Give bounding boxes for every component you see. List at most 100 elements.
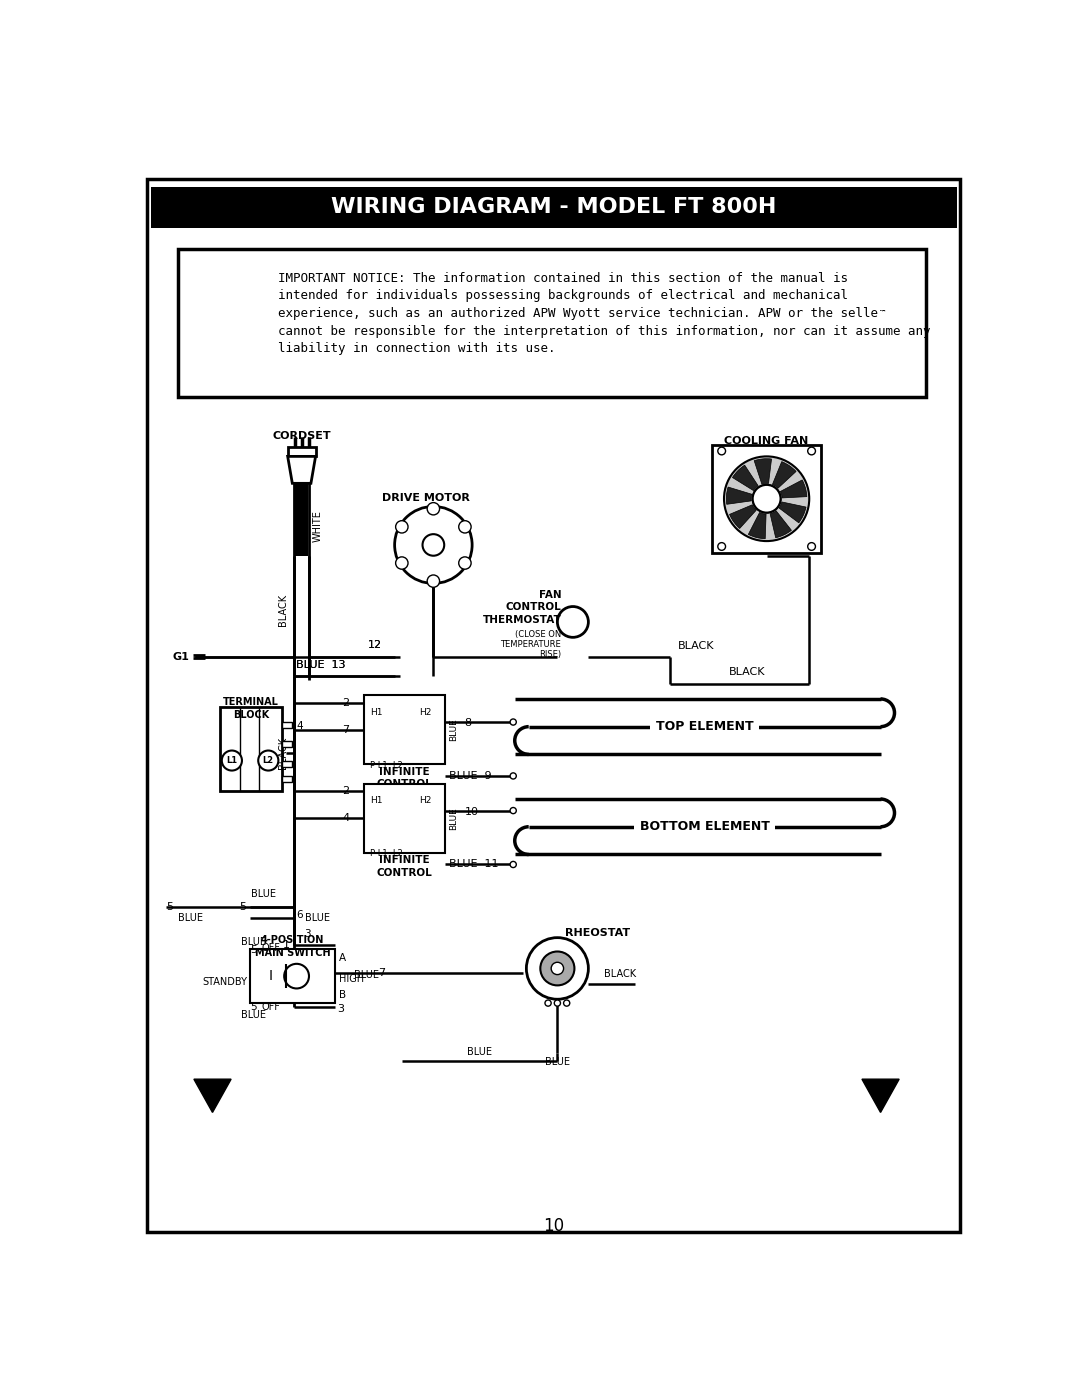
Circle shape <box>510 773 516 780</box>
Wedge shape <box>748 513 766 539</box>
Text: P L1  L2: P L1 L2 <box>369 849 403 858</box>
Text: 7: 7 <box>378 968 384 978</box>
Text: INFINITE
CONTROL: INFINITE CONTROL <box>376 767 432 789</box>
Polygon shape <box>194 1078 231 1112</box>
Circle shape <box>459 557 471 569</box>
Text: HIGH: HIGH <box>339 974 364 983</box>
Text: 5: 5 <box>239 902 246 912</box>
Circle shape <box>394 507 472 584</box>
Text: COOLING FAN: COOLING FAN <box>725 436 809 446</box>
Text: !: ! <box>877 310 885 328</box>
Circle shape <box>540 951 575 985</box>
Text: G1: G1 <box>173 651 189 662</box>
Wedge shape <box>779 502 806 522</box>
Text: BLACK: BLACK <box>278 594 287 626</box>
Text: BLUE: BLUE <box>241 1010 266 1020</box>
Text: WIRING DIAGRAM - MODEL FT 800H: WIRING DIAGRAM - MODEL FT 800H <box>330 197 777 217</box>
Circle shape <box>724 457 809 541</box>
Text: RHEOSTAT: RHEOSTAT <box>565 929 631 939</box>
Bar <box>150 187 957 228</box>
Text: BLUE  13: BLUE 13 <box>296 659 346 669</box>
Text: 2: 2 <box>342 697 350 708</box>
Text: intended for individuals possessing backgrounds of electrical and mechanical: intended for individuals possessing back… <box>279 289 849 302</box>
Bar <box>177 249 927 397</box>
Circle shape <box>718 447 726 455</box>
Text: 7: 7 <box>342 725 350 735</box>
Text: BLACK: BLACK <box>677 641 714 651</box>
Wedge shape <box>754 458 771 485</box>
Circle shape <box>753 485 781 513</box>
Text: BLUE: BLUE <box>449 718 458 742</box>
Text: BLUE: BLUE <box>468 1046 492 1058</box>
Text: BLUE: BLUE <box>177 914 203 923</box>
Text: L1: L1 <box>227 756 238 766</box>
Bar <box>713 444 821 553</box>
Circle shape <box>510 807 516 813</box>
Wedge shape <box>770 511 792 538</box>
Text: INFINITE
CONTROL: INFINITE CONTROL <box>376 855 432 877</box>
Wedge shape <box>772 461 796 488</box>
Text: TOP ELEMENT: TOP ELEMENT <box>656 721 754 733</box>
Text: BLUE: BLUE <box>252 888 276 900</box>
Text: BLUE  9: BLUE 9 <box>449 771 491 781</box>
Bar <box>282 742 292 747</box>
Wedge shape <box>732 465 758 490</box>
Circle shape <box>422 534 444 556</box>
Text: BLUE: BLUE <box>241 937 266 947</box>
Text: liability in connection with its use.: liability in connection with its use. <box>279 342 556 355</box>
Text: B: B <box>339 990 346 1000</box>
Text: BOTTOM ELEMENT: BOTTOM ELEMENT <box>639 820 770 833</box>
Text: BLUE: BLUE <box>354 970 379 979</box>
Text: BLUE: BLUE <box>306 914 330 923</box>
Circle shape <box>395 557 408 569</box>
Text: 4: 4 <box>296 721 302 731</box>
Circle shape <box>545 1000 551 1006</box>
Circle shape <box>258 750 279 771</box>
Text: 3: 3 <box>337 1004 345 1014</box>
Circle shape <box>554 1000 561 1006</box>
Text: H1: H1 <box>369 796 382 805</box>
Text: H2: H2 <box>419 707 432 717</box>
Text: 10: 10 <box>543 1217 564 1235</box>
Text: BLUE: BLUE <box>449 807 458 830</box>
Bar <box>287 447 315 457</box>
Polygon shape <box>287 457 315 483</box>
Circle shape <box>510 719 516 725</box>
Text: 1: 1 <box>283 940 291 950</box>
Text: BLUE  11: BLUE 11 <box>449 859 498 869</box>
Bar <box>282 775 292 782</box>
Text: !: ! <box>208 310 216 328</box>
Wedge shape <box>729 504 756 528</box>
Text: WHITE: WHITE <box>312 510 323 542</box>
Circle shape <box>459 521 471 534</box>
Text: H1: H1 <box>369 707 382 717</box>
Text: P L1  L2: P L1 L2 <box>369 760 403 770</box>
Text: CORDSET: CORDSET <box>272 432 330 441</box>
Bar <box>296 483 308 556</box>
Text: IMPORTANT NOTICE: The information contained in this section of the manual is: IMPORTANT NOTICE: The information contai… <box>279 271 849 285</box>
Circle shape <box>551 963 564 975</box>
Circle shape <box>284 964 309 989</box>
Text: 3: 3 <box>305 929 311 939</box>
Text: 5: 5 <box>166 902 173 912</box>
Circle shape <box>808 447 815 455</box>
Circle shape <box>428 503 440 515</box>
Text: BLACK: BLACK <box>604 970 636 979</box>
Text: BLUE  13: BLUE 13 <box>296 659 346 669</box>
Text: cannot be responsible for the interpretation of this information, nor can it ass: cannot be responsible for the interpreta… <box>279 324 931 338</box>
Text: 12: 12 <box>368 640 382 650</box>
Text: experience, such as an authorized APW Wyott service technician. APW or the selle: experience, such as an authorized APW Wy… <box>279 307 886 320</box>
Bar <box>282 760 292 767</box>
Bar <box>364 784 445 854</box>
Text: OFF: OFF <box>261 1002 281 1013</box>
Bar <box>249 949 335 1003</box>
Circle shape <box>510 862 516 868</box>
Circle shape <box>718 542 726 550</box>
Text: 12: 12 <box>368 640 382 650</box>
Text: STANDBY: STANDBY <box>202 978 247 988</box>
Text: A: A <box>339 953 346 964</box>
Text: 8: 8 <box>464 718 472 728</box>
Text: 4-POSITION
MAIN SWITCH: 4-POSITION MAIN SWITCH <box>255 936 330 958</box>
Text: 6: 6 <box>296 909 302 919</box>
Text: I: I <box>269 970 273 983</box>
